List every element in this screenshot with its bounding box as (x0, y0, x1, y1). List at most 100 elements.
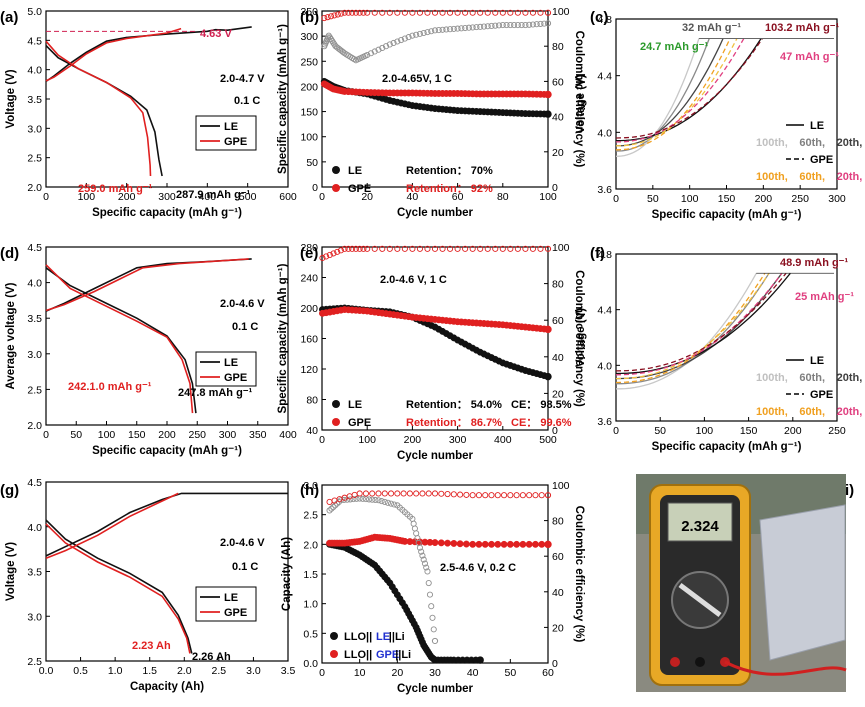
annotation-e: 2.0-4.6 V, 1 C (380, 274, 447, 286)
x-tick-label: 80 (497, 191, 509, 203)
x-tick-label: 250 (791, 193, 809, 205)
annotation-d: 0.1 C (232, 321, 258, 333)
legend-label: GPE (376, 649, 399, 661)
panel-label-f: (f) (590, 245, 605, 262)
data-point (444, 539, 452, 547)
legend-retention: Retention： 54.0% (406, 399, 502, 411)
data-point (431, 9, 439, 16)
data-point (473, 24, 480, 31)
data-point (418, 548, 425, 555)
panel-e: (e) 0 100 200 300 400 500 40 80 120 160 200 240 280 0 2… (277, 242, 585, 462)
data-point (401, 245, 408, 252)
data-point (507, 9, 514, 16)
data-point (394, 490, 401, 497)
data-point (394, 38, 401, 45)
legend-marker (330, 632, 338, 640)
data-point (522, 245, 529, 252)
data-point (513, 492, 520, 499)
y-tick-label: 80 (306, 395, 318, 407)
data-point (324, 14, 331, 21)
y-axis-label: Voltage (V) (5, 69, 17, 128)
x-tick-label: 150 (740, 425, 758, 437)
data-point (537, 20, 544, 27)
y-tick-label: 4.0 (27, 65, 42, 77)
data-point (409, 245, 416, 252)
data-point (367, 50, 375, 57)
series-GPE-100th (615, 272, 766, 384)
data-point (331, 12, 338, 19)
data-point (337, 247, 344, 254)
data-point (514, 245, 521, 252)
multimeter-photo: 2.324 (636, 474, 847, 692)
data-point (431, 539, 439, 547)
panel-label-h: (h) (300, 482, 319, 499)
y2-tick-label: 100 (552, 480, 570, 492)
data-point (375, 46, 382, 53)
x-tick-label: 200 (158, 429, 176, 441)
data-point (379, 245, 386, 252)
data-point (494, 540, 502, 548)
x-tick-label: 150 (128, 429, 146, 441)
legend-label: 20th, (837, 137, 863, 149)
y-axis-label: Voltage (V) (575, 308, 587, 367)
data-point (326, 507, 333, 514)
data-point (544, 492, 552, 499)
data-point (334, 11, 341, 18)
legend-label: 60th, (799, 171, 825, 183)
data-point (507, 22, 514, 29)
data-point (469, 540, 477, 548)
y-tick-label: 150 (300, 107, 318, 119)
data-point (465, 24, 472, 31)
x-tick-label: 50 (647, 193, 659, 205)
y-tick-label: 250 (300, 56, 318, 68)
y2-tick-label: 80 (552, 41, 564, 53)
data-point (529, 21, 536, 28)
data-point (526, 21, 533, 28)
data-point (384, 499, 391, 506)
series-GPE-charge (45, 492, 179, 559)
y-tick-label: 2.5 (27, 153, 42, 165)
data-point (488, 540, 495, 548)
y2-tick-label: 60 (552, 76, 564, 88)
series-LE-2nd (616, 38, 762, 142)
data-point (444, 490, 451, 498)
data-point (356, 490, 363, 497)
meter-jack (670, 657, 680, 667)
legend-box (195, 115, 257, 151)
series-GPE-discharge (45, 523, 191, 654)
series-LE-charge (45, 26, 252, 83)
panel-h: (h) 0 10 20 30 40 50 60 0.0 0.5 1.0 1.5 2.0 2.5 3.0 0 20… (281, 480, 585, 695)
data-point (529, 245, 536, 252)
y-tick-label: 300 (300, 31, 318, 43)
legend-retention: Retention： 92% (406, 183, 493, 195)
series-LE-discharge (45, 267, 197, 414)
data-point (469, 9, 476, 16)
x-tick-label: 100 (696, 425, 714, 437)
series-LE-2nd (615, 272, 791, 375)
data-point (341, 245, 348, 252)
data-point (544, 110, 552, 118)
series-LE-charge (45, 492, 288, 557)
x-tick-label: 200 (755, 193, 773, 205)
series-GPE-charge (45, 258, 249, 312)
data-point (338, 10, 345, 17)
y2-tick-label: 80 (552, 279, 564, 291)
y-tick-label: 3.6 (597, 416, 612, 428)
y-tick-label: 4.0 (597, 360, 612, 372)
data-point (462, 24, 469, 32)
legend-label: GPE (348, 417, 371, 429)
x-axis-label: Specific capacity (mAh g⁻¹) (92, 445, 242, 457)
data-point (424, 9, 431, 16)
y-tick-label: 1.5 (303, 569, 318, 581)
y2-tick-label: 0 (552, 425, 558, 437)
data-point (416, 30, 423, 37)
data-point (352, 245, 359, 252)
data-point (469, 492, 476, 499)
y2-tick-label: 40 (552, 587, 564, 599)
data-point (347, 496, 354, 503)
data-point (328, 505, 335, 512)
data-point (447, 245, 454, 252)
y-tick-label: 4.0 (27, 522, 42, 534)
data-point (532, 492, 539, 499)
data-point (424, 568, 431, 575)
